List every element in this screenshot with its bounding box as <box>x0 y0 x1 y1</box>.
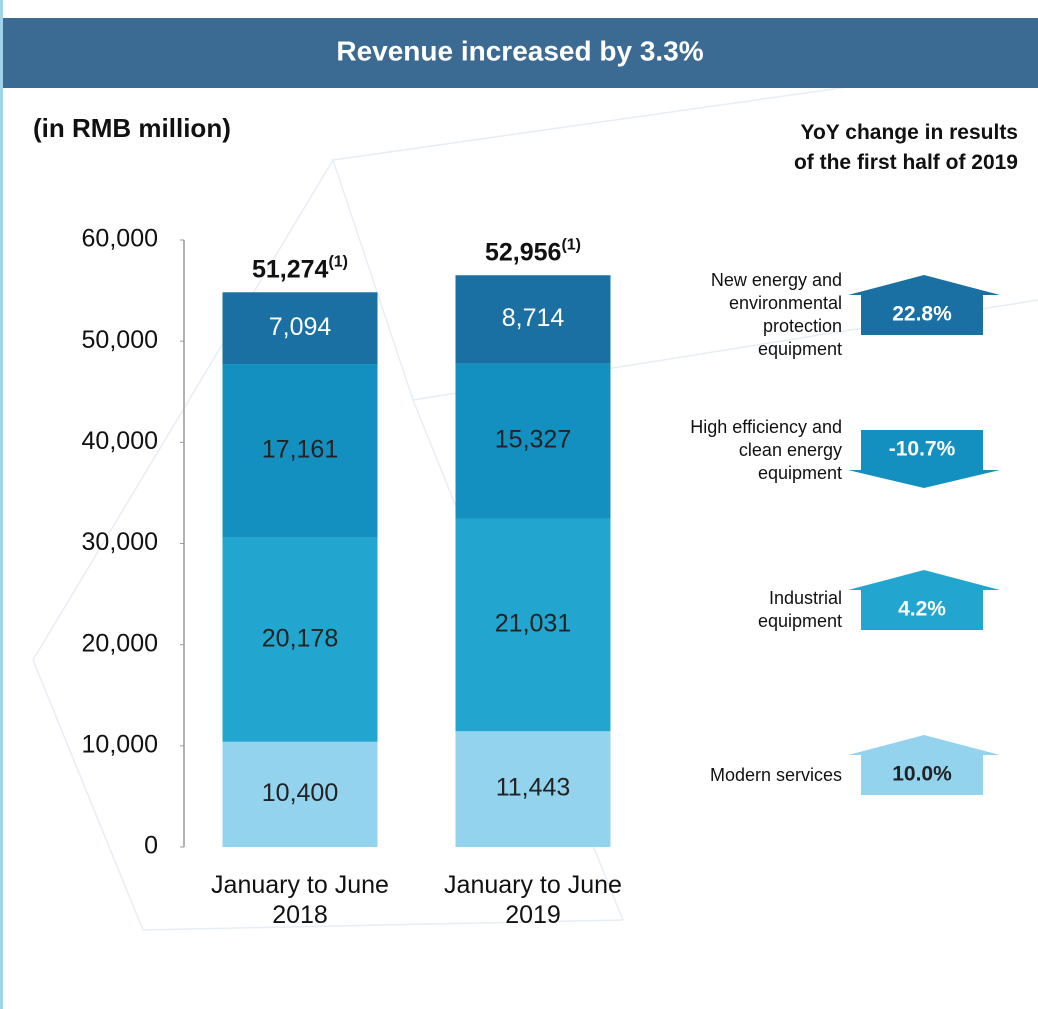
bar-segment <box>455 275 611 364</box>
total-label: 51,274(1) <box>252 253 348 282</box>
total-note: (1) <box>328 253 348 270</box>
yoy-label: -10.7% <box>889 438 956 461</box>
value-label: 11,443 <box>496 774 571 802</box>
total-value: 51,274 <box>252 255 329 283</box>
bar-segment <box>455 518 611 732</box>
header-bar <box>3 18 1038 88</box>
bar-segment <box>222 292 378 365</box>
value-label: 17,161 <box>262 435 338 463</box>
arrow-down <box>848 430 1000 488</box>
value-label: 8,714 <box>502 304 565 332</box>
legend-label: Modern services <box>709 764 842 785</box>
bar-segment <box>455 731 611 847</box>
legend-label: High efficiency and clean energy equipme… <box>690 416 842 483</box>
background-network <box>32 59 1038 931</box>
value-label: 15,327 <box>495 426 571 454</box>
yoy-label: 4.2% <box>898 598 946 621</box>
y-tick-label: 50,000 <box>82 326 158 354</box>
total-value: 52,956 <box>485 238 561 266</box>
yoy-label: 10.0% <box>892 763 952 786</box>
y-tick-label: 0 <box>144 832 158 860</box>
arrow-up <box>848 735 1000 795</box>
total-note: (1) <box>561 236 581 253</box>
value-label: 10,400 <box>262 779 338 807</box>
arrow-up <box>848 275 1000 335</box>
x-tick-label: January to June 2019 <box>444 871 622 929</box>
bar-segment <box>222 537 378 742</box>
bar-segment <box>222 741 378 847</box>
value-label: 20,178 <box>262 624 338 652</box>
legend-label: New energy and environmental protection … <box>710 270 842 359</box>
y-tick-label: 10,000 <box>82 730 158 758</box>
yoy-label: 22.8% <box>892 303 952 326</box>
y-tick-label: 30,000 <box>82 528 158 556</box>
value-label: 21,031 <box>495 609 571 637</box>
total-label: 52,956(1) <box>485 236 581 265</box>
y-tick-label: 40,000 <box>82 427 158 455</box>
x-tick-label: January to June 2018 <box>211 871 389 929</box>
y-tick-label: 60,000 <box>82 225 158 253</box>
chart-title: Revenue increased by 3.3% <box>336 35 703 66</box>
side-title: YoY change in results of the first half … <box>793 121 1018 174</box>
arrow-up <box>848 570 1000 630</box>
bar-segment <box>222 364 378 538</box>
chart: Revenue increased by 3.3% (in RMB millio… <box>3 18 1038 931</box>
bar-segment <box>455 363 611 519</box>
y-tick-label: 20,000 <box>82 629 158 657</box>
legend-label: Industrial equipment <box>757 588 842 631</box>
subtitle: (in RMB million) <box>33 113 231 143</box>
value-label: 7,094 <box>269 313 332 341</box>
